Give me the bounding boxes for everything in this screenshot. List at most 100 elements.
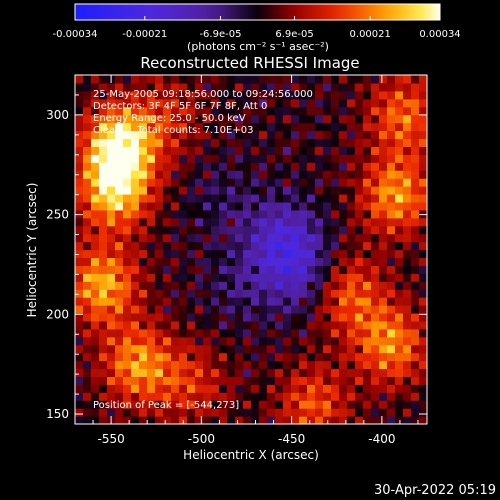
heatmap-cell [419, 201, 427, 211]
heatmap-cell [283, 289, 292, 298]
heatmap-image [75, 75, 427, 424]
heatmap-cell [171, 193, 180, 203]
heatmap-cell [139, 225, 148, 235]
heatmap-cell [307, 106, 316, 116]
heatmap-cell [291, 297, 300, 306]
heatmap-cell [331, 344, 340, 354]
heatmap-cell [371, 344, 380, 354]
heatmap-cell [107, 170, 116, 179]
heatmap-cell [147, 106, 156, 116]
heatmap-cell [403, 320, 412, 330]
heatmap-cell [211, 170, 220, 179]
heatmap-cell [403, 154, 412, 163]
heatmap-cell [139, 265, 148, 274]
heatmap-cell [395, 225, 404, 235]
heatmap-cell [299, 82, 308, 92]
heatmap-cell [91, 297, 100, 306]
heatmap-cell [275, 344, 284, 354]
heatmap-cell [195, 265, 204, 274]
heatmap-cell [387, 154, 396, 163]
heatmap-cell [379, 130, 388, 140]
heatmap-cell [235, 146, 244, 155]
heatmap-cell [131, 154, 140, 163]
heatmap-cell [339, 376, 348, 385]
heatmap-cell [283, 273, 292, 282]
heatmap-cell [355, 328, 364, 338]
heatmap-cell [363, 122, 372, 132]
heatmap-cell [403, 344, 412, 354]
heatmap-cell [139, 82, 148, 92]
heatmap-cell [283, 138, 292, 147]
heatmap-cell [259, 400, 268, 409]
heatmap-cell [83, 225, 92, 235]
heatmap-cell [83, 114, 92, 124]
heatmap-cell [75, 305, 84, 314]
heatmap-cell [347, 400, 356, 409]
heatmap-cell [299, 209, 308, 219]
heatmap-cell [315, 336, 324, 346]
heatmap-cell [243, 82, 252, 92]
heatmap-cell [299, 178, 308, 187]
heatmap-cell [323, 217, 332, 227]
heatmap-cell [411, 162, 420, 171]
heatmap-cell [283, 328, 292, 338]
heatmap-cell [411, 225, 420, 235]
heatmap-cell [147, 360, 156, 370]
heatmap-cell [331, 352, 340, 362]
heatmap-cell [107, 233, 116, 243]
heatmap-cell [115, 114, 124, 124]
heatmap-cell [259, 265, 268, 274]
heatmap-cell [171, 297, 180, 306]
heatmap-cell [403, 360, 412, 370]
heatmap-cell [307, 146, 316, 155]
x-tick-label: -500 [188, 432, 215, 446]
heatmap-cell [171, 344, 180, 354]
heatmap-cell [243, 344, 252, 354]
heatmap-cell [251, 312, 260, 322]
heatmap-cell [323, 98, 332, 108]
heatmap-cell [331, 257, 340, 266]
heatmap-cell [251, 114, 260, 124]
heatmap-cell [91, 265, 100, 274]
heatmap-cell [115, 233, 124, 243]
heatmap-cell [315, 217, 324, 227]
heatmap-cell [347, 305, 356, 314]
heatmap-cell [115, 170, 124, 179]
heatmap-cell [419, 82, 427, 92]
heatmap-cell [123, 90, 132, 100]
heatmap-cell [411, 320, 420, 330]
heatmap-cell [203, 336, 212, 346]
heatmap-cell [283, 178, 292, 187]
heatmap-cell [387, 344, 396, 354]
x-tick-label: -400 [368, 432, 395, 446]
heatmap-cell [147, 328, 156, 338]
heatmap-cell [387, 384, 396, 393]
heatmap-cell [115, 209, 124, 219]
heatmap-cell [219, 408, 228, 417]
heatmap-cell [155, 193, 164, 203]
heatmap-cell [187, 146, 196, 155]
heatmap-cell [227, 146, 236, 155]
heatmap-cell [211, 328, 220, 338]
heatmap-cell [107, 297, 116, 306]
heatmap-cell [275, 297, 284, 306]
heatmap-cell [139, 289, 148, 298]
heatmap-cell [259, 193, 268, 203]
heatmap-cell [371, 209, 380, 219]
heatmap-cell [291, 90, 300, 100]
heatmap-cell [299, 170, 308, 179]
heatmap-cell [403, 241, 412, 251]
heatmap-cell [403, 217, 412, 227]
heatmap-cell [299, 154, 308, 163]
heatmap-cell [355, 114, 364, 124]
heatmap-cell [99, 146, 108, 155]
heatmap-cell [99, 241, 108, 251]
heatmap-cell [211, 90, 220, 100]
heatmap-cell [75, 170, 84, 179]
heatmap-cell [171, 320, 180, 330]
heatmap-cell [219, 130, 228, 140]
heatmap-cell [387, 360, 396, 370]
heatmap-cell [163, 209, 172, 219]
heatmap-cell [363, 408, 372, 417]
heatmap-cell [331, 217, 340, 227]
